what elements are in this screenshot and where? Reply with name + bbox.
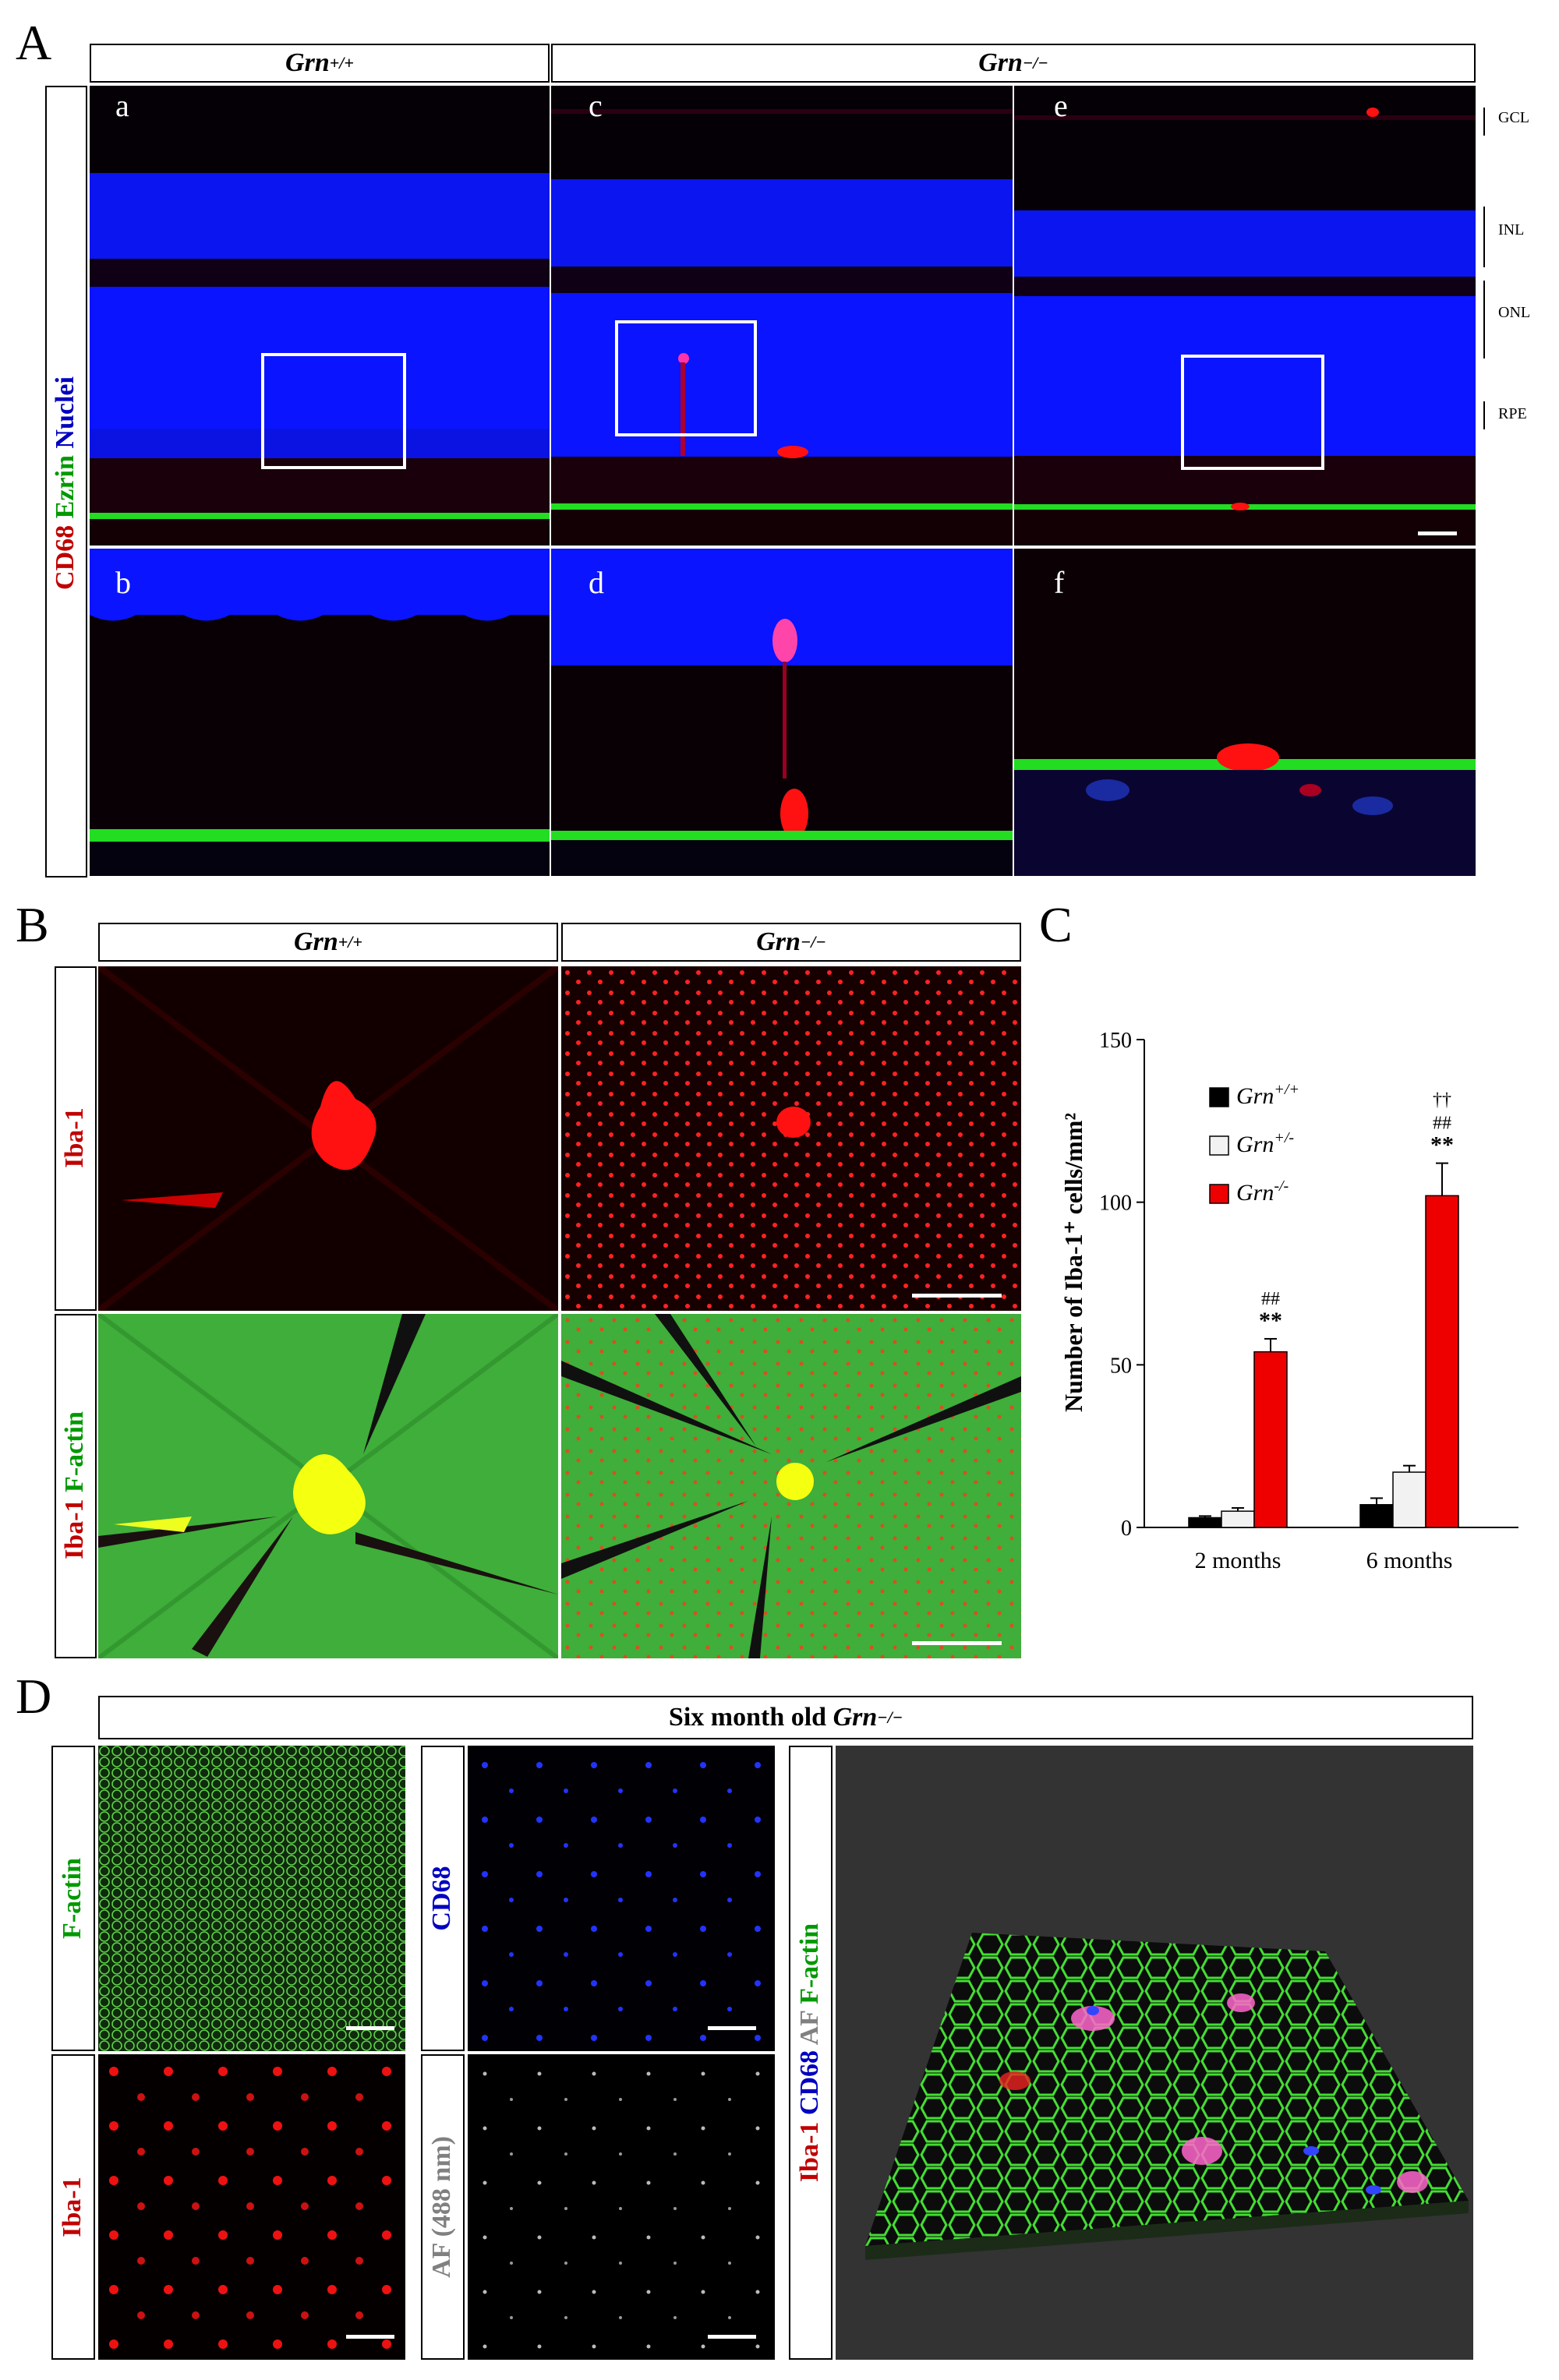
panel-d-image-3d (836, 1746, 1473, 2360)
panel-b-header-ko-sup: −/− (800, 932, 826, 952)
panel-b-side-box-row2 (55, 1314, 97, 1658)
panel-b-header-wt-sup: +/+ (338, 932, 362, 952)
panel-b-letter: B (16, 897, 49, 952)
chart-y-tick-label: 150 (1099, 1029, 1132, 1053)
panel-a-image-e (1014, 86, 1476, 546)
panel-d-side-box-combo (789, 1746, 833, 2360)
panel-d-image-cd68 (468, 1746, 775, 2051)
chart-annotation: ## (1261, 1289, 1280, 1309)
panel-a-image-f (1014, 549, 1476, 876)
chart-legend-swatch (1209, 1135, 1229, 1156)
panel-b-image-wt-merge (98, 1314, 558, 1658)
panel-d-letter: D (16, 1668, 52, 1724)
panel-d-image-factin (98, 1746, 405, 2051)
panel-a-header-ko-sup: −/− (1022, 53, 1048, 72)
chart-annotation: ** (1259, 1308, 1282, 1333)
panel-a-image-b (90, 549, 550, 876)
chart-annotation: †† (1433, 1090, 1451, 1111)
layer-bar-onl (1483, 281, 1485, 358)
panel-d-header-base: Grn (833, 1703, 878, 1732)
chart-legend-swatch (1209, 1184, 1229, 1204)
chart-x-tick-label: 2 months (1195, 1548, 1281, 1573)
panel-a-sublabel-b: b (115, 565, 131, 600)
layer-label-inl: INL (1498, 221, 1525, 238)
chart-bar (1188, 1517, 1222, 1528)
chart-y-tick-label: 100 (1099, 1192, 1132, 1216)
panel-a-header-wt-sup: +/+ (329, 53, 354, 72)
chart-bar (1359, 1504, 1394, 1528)
layer-label-rpe: RPE (1498, 405, 1527, 422)
panel-d-label-af: AF (488 nm) (427, 2136, 456, 2278)
panel-b-row2-label-factin: F-actin (60, 1411, 89, 1492)
panel-d-combo-cd68: CD68 (795, 2050, 824, 2116)
panel-a-side-label: CD68 Ezrin Nuclei (51, 327, 82, 639)
panel-d-image-af (468, 2054, 775, 2360)
panel-c-letter: C (1039, 897, 1073, 952)
panel-b-header-wt-base: Grn (294, 927, 338, 956)
panel-c-chart: Number of Iba-1⁺ cells/mm² 0 50 100 150 2 mo… (1059, 1029, 1518, 1573)
panel-d-header-prefix: Six month old (668, 1703, 833, 1732)
panel-a-header-wt-base: Grn (285, 48, 330, 77)
panel-a-sublabel-d: d (589, 565, 604, 600)
chart-bar (1253, 1351, 1288, 1528)
chart-x-tick-label: 6 months (1366, 1548, 1453, 1573)
chart-annotation: ## (1433, 1114, 1451, 1134)
panel-b-image-wt-iba1 (98, 966, 558, 1311)
panel-b-row1-label: Iba-1 (60, 1107, 89, 1168)
panel-d-side-box-cd68 (421, 1746, 465, 2051)
panel-a-side-box (45, 86, 87, 877)
panel-a-letter: A (16, 15, 52, 70)
panel-a-header-ko: Grn −/− (551, 44, 1476, 83)
panel-d-side-box-iba1 (51, 2054, 95, 2360)
layer-bar-gcl (1483, 108, 1485, 136)
panel-d-label-iba1: Iba-1 (58, 2177, 87, 2237)
panel-d-header-sup: −/− (877, 1707, 903, 1727)
panel-a-label-ezrin: Ezrin (51, 455, 80, 519)
panel-b-row2-label: Iba-1 F-actin (60, 1368, 91, 1602)
panel-b-side-box-row1 (55, 966, 97, 1311)
panel-a-header-wt: Grn +/+ (90, 44, 550, 83)
panel-a-image-d (551, 549, 1013, 876)
layer-label-onl: ONL (1498, 304, 1531, 321)
panel-d-label-cd68: CD68 (427, 1866, 456, 1931)
panel-d-combo-iba1: Iba-1 (795, 2121, 824, 2183)
panel-a-sublabel-f: f (1054, 565, 1065, 600)
chart-y-tick-label: 50 (1110, 1354, 1132, 1378)
panel-d-label-combo: Iba-1 CD68 AF F-actin (795, 1897, 826, 2209)
panel-b-header-ko-base: Grn (756, 927, 801, 956)
chart-bar (1392, 1471, 1426, 1528)
panel-d-side-box-factin (51, 1746, 95, 2051)
panel-a-image-c (551, 86, 1013, 546)
chart-annotation: ** (1430, 1132, 1454, 1158)
panel-a-sublabel-c: c (589, 88, 603, 123)
panel-b-header-ko: Grn −/− (561, 923, 1021, 962)
layer-label-gcl: GCL (1498, 109, 1529, 126)
chart-bar (1221, 1510, 1255, 1528)
panel-a-sublabel-e: e (1054, 88, 1068, 123)
panel-b-header-wt: Grn +/+ (98, 923, 558, 962)
chart-legend-label: Grn-/- (1236, 1178, 1289, 1206)
chart-y-tick-label: 0 (1121, 1517, 1132, 1541)
panel-d-side-box-af (421, 2054, 465, 2360)
layer-bar-inl (1483, 207, 1485, 267)
panel-a-label-cd68: CD68 (51, 524, 80, 590)
chart-legend-label: Grn+/- (1236, 1129, 1294, 1157)
chart-bar (1425, 1195, 1459, 1528)
chart-ylabel: Number of Iba-1⁺ cells/mm² (1059, 1113, 1087, 1412)
panel-b-row2-label-iba1: Iba-1 (60, 1499, 89, 1559)
panel-d-label-factin: F-actin (58, 1858, 87, 1939)
panel-b-image-ko-iba1 (561, 966, 1021, 1311)
panel-a-header-ko-base: Grn (978, 48, 1023, 77)
chart-legend-label: Grn+/+ (1236, 1081, 1299, 1109)
panel-b-image-ko-merge (561, 1314, 1021, 1658)
panel-a-label-nuclei: Nuclei (51, 376, 80, 449)
panel-d-header: Six month old Grn −/− (98, 1696, 1473, 1739)
panel-a-image-a (90, 86, 550, 546)
panel-d-image-iba1 (98, 2054, 405, 2360)
chart-legend-swatch (1209, 1087, 1229, 1107)
panel-d-combo-factin: F-actin (795, 1923, 824, 2004)
layer-bar-rpe (1483, 401, 1485, 429)
panel-a-sublabel-a: a (115, 88, 129, 123)
panel-d-combo-af: AF (795, 2011, 824, 2046)
